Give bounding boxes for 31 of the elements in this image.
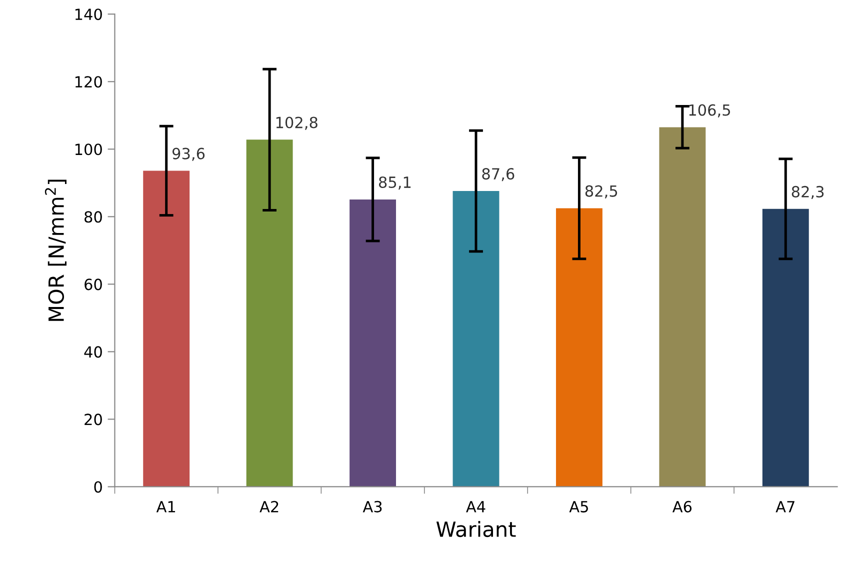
bar xyxy=(762,208,809,487)
data-label: 85,1 xyxy=(378,176,411,190)
y-tick-label: 100 xyxy=(75,144,102,156)
x-tick-label: A1 xyxy=(156,501,176,512)
data-label: 82,3 xyxy=(792,186,824,200)
data-label: 106,5 xyxy=(689,104,730,118)
x-tick-label: A4 xyxy=(466,501,486,512)
y-tick-label: 0 xyxy=(94,481,102,493)
data-label: 87,6 xyxy=(482,168,514,182)
y-tick-label: 60 xyxy=(84,278,102,290)
x-tick-label: A3 xyxy=(362,500,382,512)
y-tick-label: 80 xyxy=(84,211,102,223)
y-axis-title: MOR [N/mm$^{2}$] xyxy=(44,180,66,321)
bar xyxy=(143,170,190,487)
bar xyxy=(246,140,293,487)
x-tick-label: A2 xyxy=(260,500,278,512)
x-tick-label: A5 xyxy=(569,501,588,512)
x-tick-label: A6 xyxy=(672,500,692,512)
data-label: 82,5 xyxy=(585,185,618,198)
bar xyxy=(556,208,602,487)
y-tick-label: 120 xyxy=(75,76,102,88)
data-label: 102,8 xyxy=(276,116,318,130)
x-tick-label: A7 xyxy=(776,501,794,512)
data-label: 93,6 xyxy=(172,148,205,161)
bar xyxy=(350,199,396,487)
y-tick-label: 20 xyxy=(84,414,102,426)
bar xyxy=(659,127,706,487)
x-axis-title: Wariant xyxy=(436,520,516,538)
y-tick-label: 140 xyxy=(75,8,102,20)
y-tick-label: 40 xyxy=(84,346,102,358)
bar xyxy=(452,191,500,487)
